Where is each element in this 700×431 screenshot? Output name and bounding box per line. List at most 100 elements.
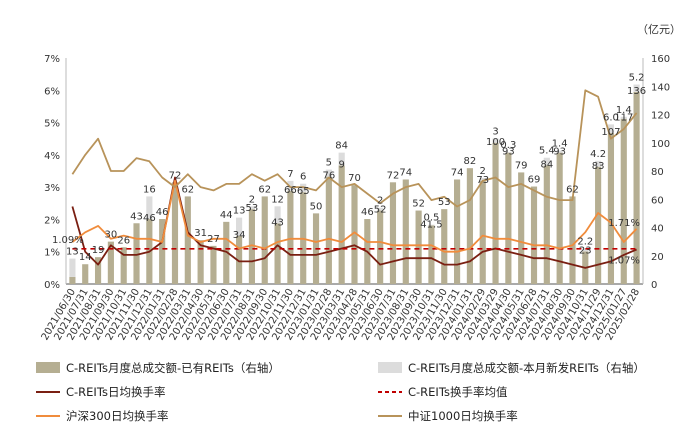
bar-label: 79 <box>515 160 528 171</box>
bar-new <box>248 206 255 210</box>
creits-end-label: 1.07% <box>608 255 640 266</box>
bar-existing <box>569 196 576 284</box>
bar-label: 2.2 <box>577 236 593 247</box>
hs300-end-label: 1.71% <box>608 218 640 229</box>
bar-label: 6.0 <box>603 112 619 123</box>
bar-label: 62 <box>181 184 194 195</box>
left-tick-label: 0% <box>44 280 60 291</box>
bar-existing <box>556 152 563 284</box>
bar-existing <box>377 210 384 284</box>
axes: 0% 1% 2% 3% 4% 5% 6% 7% 0 20 40 60 80 100 120 140 160 （亿元… <box>40 23 681 342</box>
bar-label: 12 <box>271 194 284 205</box>
bar-label: 2 <box>377 196 383 207</box>
right-tick-label: 0 <box>651 280 657 291</box>
bar-label: 2 <box>480 166 486 177</box>
right-tick-label: 80 <box>651 167 664 178</box>
right-tick-label: 160 <box>651 54 670 65</box>
bar-existing <box>120 247 127 284</box>
bar-label: 6 <box>300 172 306 183</box>
bar-label: 4.2 <box>590 149 606 160</box>
bar-existing <box>261 196 268 284</box>
right-tick-label: 120 <box>651 111 670 122</box>
bar-new <box>582 248 589 252</box>
left-tick-label: 7% <box>44 54 60 65</box>
bar-label: 13 <box>233 206 246 217</box>
bar-label-existing: 46 <box>143 213 156 224</box>
line-series <box>71 179 638 253</box>
left-tick-label: 4% <box>44 151 60 162</box>
left-tick-label: 5% <box>44 119 60 130</box>
bar-label-existing: 41.5 <box>420 219 442 230</box>
bar-new <box>556 150 563 153</box>
bar-existing <box>466 168 473 284</box>
legend-swatch <box>378 362 402 373</box>
right-tick-label: 20 <box>651 252 664 263</box>
bar-new <box>607 124 615 133</box>
bar-label: 16 <box>143 184 156 195</box>
bar-label-existing: 84 <box>540 159 553 170</box>
bar-existing <box>248 209 255 284</box>
bar-existing <box>184 196 191 284</box>
bar-existing <box>159 219 166 284</box>
bar-label: 82 <box>464 156 477 167</box>
bar-label: 0.5 <box>423 213 439 224</box>
bar-label-existing: 93 <box>502 147 515 158</box>
bar-label-existing: 73 <box>476 175 489 186</box>
bar-label-existing: 76 <box>322 171 335 182</box>
bar-existing <box>236 235 243 284</box>
right-tick-label: 100 <box>651 139 670 150</box>
bar-existing <box>492 142 499 284</box>
bar-new <box>620 116 627 119</box>
bar-existing <box>620 118 627 284</box>
bar-existing <box>171 182 179 284</box>
legend-label: C-REITs换手率均值 <box>408 385 508 399</box>
bar-label: 44 <box>220 210 233 221</box>
bar-existing <box>543 165 550 284</box>
bar-label: 62 <box>258 184 271 195</box>
bar-label: 19 <box>92 245 105 256</box>
bar-label: 84 <box>335 141 348 152</box>
bar-label: 27 <box>207 234 220 245</box>
bar-existing <box>595 166 602 284</box>
bar-new <box>236 217 243 236</box>
bar-existing <box>223 221 230 284</box>
left-tick-label: 2% <box>44 215 60 226</box>
bar-existing <box>107 241 114 284</box>
bar-new <box>338 152 345 166</box>
bar-label: 74 <box>399 167 412 178</box>
bar-existing <box>633 91 640 285</box>
bar-label: 53 <box>438 197 451 208</box>
legend-label: 沪深300日均换手率 <box>66 409 168 423</box>
legend-swatch <box>36 362 60 373</box>
bar-label: 31 <box>194 228 207 239</box>
bar-new <box>543 157 550 166</box>
bar-label: 52 <box>412 199 425 210</box>
bar-label: 26 <box>117 235 130 246</box>
bar-label: 50 <box>310 201 323 212</box>
bar-new <box>595 160 602 167</box>
bar-label: 43 <box>130 211 143 222</box>
bar-label-existing: 117 <box>614 113 633 124</box>
mean-turnover-label: 1.09% <box>52 235 84 246</box>
bar-label: 5 <box>326 158 332 169</box>
bar-existing <box>94 257 102 284</box>
bar-existing <box>479 180 486 284</box>
bar-label: 46 <box>361 207 374 218</box>
bar-existing <box>518 172 525 284</box>
bar-new <box>633 84 640 92</box>
bar-existing <box>607 132 615 284</box>
bar-label: 7 <box>287 169 293 180</box>
bar-label: 14 <box>79 252 92 263</box>
bar-label: 30 <box>105 230 118 241</box>
bar-existing <box>351 185 358 284</box>
bar-new <box>377 207 384 211</box>
bar-label: 70 <box>348 173 361 184</box>
bar-new <box>492 138 499 143</box>
right-tick-label: 40 <box>651 224 664 235</box>
bar-label-existing: 34 <box>233 230 246 241</box>
bar-label: 74 <box>451 167 464 178</box>
bar-new <box>69 258 76 277</box>
bar-label: 0.3 <box>500 140 516 151</box>
